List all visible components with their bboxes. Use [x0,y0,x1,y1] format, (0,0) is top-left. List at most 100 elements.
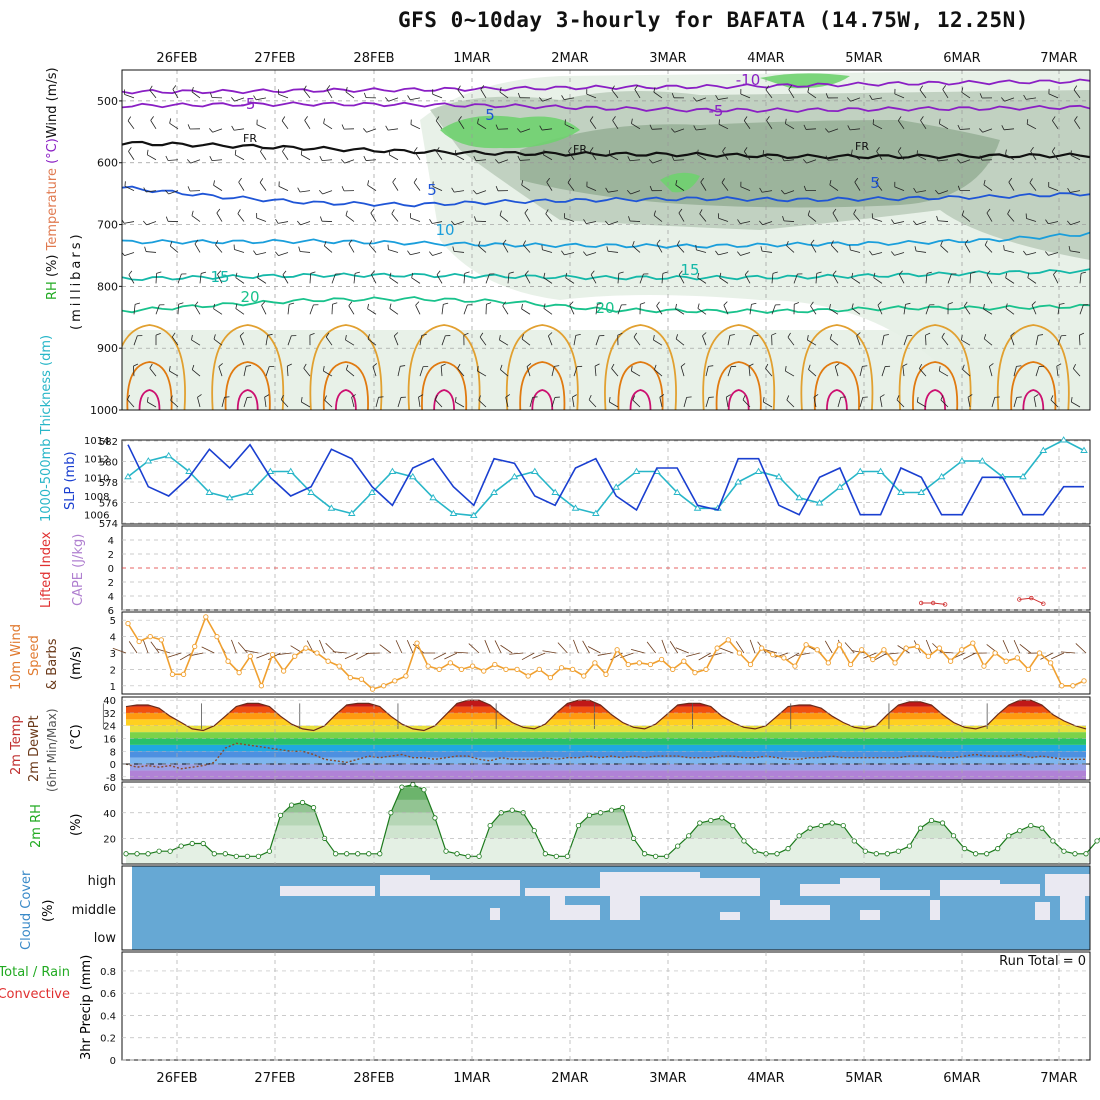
wind-barb [388,97,399,102]
wind-barb-flag [876,147,880,152]
wind-barb [572,397,575,408]
thickness-series-point-1 [144,457,153,464]
ytick-temp-8: 8 [110,747,116,758]
wind-barb [213,308,223,315]
cross-section-plot [122,70,1090,410]
thickness-series-point-38 [897,488,905,495]
wind-barb-flag [851,149,853,155]
wind-barb-flag [443,302,449,305]
wind-barb-flag [617,332,623,336]
rh-point-16 [299,799,306,806]
wind-barb [853,213,861,222]
wind-barb [1013,366,1017,377]
wind-barb [500,369,509,377]
rh-point-20 [344,851,350,857]
wind10-series-point-77 [981,663,987,669]
rh-point-86 [1072,851,1078,857]
wind-barb-flag [421,333,427,336]
wind-barb [617,273,620,284]
wind-barb [969,273,972,284]
wind-barb-flag [715,95,719,100]
cloud-high-6 [800,884,840,896]
wind-barb-flag [521,303,523,309]
wind-barb [961,339,971,346]
wind-barb [168,190,179,195]
thickness-series-point-33 [795,493,804,501]
wind10-series-point-15 [292,653,298,659]
wind-barb [346,369,355,377]
wind-barb [458,120,465,130]
wind-barb-flag [170,395,173,401]
wind-barb-flag [436,270,441,275]
wind-barb [1048,93,1059,99]
ytick-precip-0.8: 0.8 [100,967,116,978]
wind-barb-flag [938,118,941,124]
wind-barb-flag [751,302,757,305]
wind-barb-flag [457,363,461,369]
wind-barb-flag [480,85,485,90]
wind-barb [967,397,971,408]
wind-barb [169,122,179,130]
wind-barb-flag [260,147,264,152]
ylabel-slp: SLP (mb) [63,451,78,510]
wind-barb-flag [235,303,238,309]
wind-barb-flag [659,394,665,398]
wind-barb-flag [961,335,963,341]
wind10-series-point-76 [970,640,976,646]
rh-point-74 [939,820,946,826]
wind-barb-flag [1067,220,1071,225]
wind-barb [441,304,444,315]
ytick-rh-20: 20 [103,834,116,845]
wind-barb-flag [590,270,595,275]
wind-barb [149,89,157,99]
wind10-series-point-1 [136,638,142,645]
wind-barb [762,190,773,193]
rh-point-4 [167,848,173,854]
rh-point-77 [973,851,979,857]
wind-barb [916,221,927,226]
wind-barb [172,89,179,99]
rh-point-38 [542,851,548,857]
wind-barb-flag [309,332,315,336]
ytick-p-700: 700 [97,219,118,232]
wind10-barb-55 [719,647,734,654]
wind-barb [507,273,510,284]
wind10-series-point-41 [581,673,587,679]
wind-barb [238,181,245,191]
thickness-series-point-19 [510,472,519,480]
rh-point-9 [222,851,228,857]
wind-barb [256,252,267,256]
wind-barb [705,366,709,377]
wind-barb [763,401,773,408]
xtick-top-4: 2MAR [551,51,588,66]
wind-barb-flag [495,159,499,164]
wind10-barb-3 [150,641,160,654]
rh-point-35 [509,807,515,813]
wind-barb-flag [1008,177,1013,183]
wind-barb-flag [872,119,875,125]
cloud-mid-6 [780,905,830,920]
contour-label-13: 5 [485,106,495,124]
temp-warm-band-0 [126,719,1086,726]
ytick-slp-1008: 1008 [84,492,109,503]
wind-barb [873,277,883,284]
wind-barb-flag [1030,147,1034,152]
isotherm-hot-loop-5 [617,361,664,410]
xtick-bottom-2: 28FEB [353,1071,394,1086]
rh-point-45 [619,805,626,811]
wind-barb [939,123,949,130]
wind10-series-point-2 [147,633,153,640]
wind-barb-flag [744,270,749,275]
wind-barb-flag [133,363,139,367]
wind-barb [961,91,971,99]
xtick-bottom-3: 1MAR [453,1071,490,1086]
wind-barb-flag [476,366,479,372]
wind10-barb-4 [156,648,171,654]
wind-barb [478,399,487,408]
wind-barb [611,368,619,377]
thickness-series-point-17 [469,511,478,519]
ytick-temp-16: 16 [103,735,116,746]
wind-barb-flag [693,125,697,131]
wind10-barb-31 [454,651,469,654]
wind-barb [300,251,311,253]
